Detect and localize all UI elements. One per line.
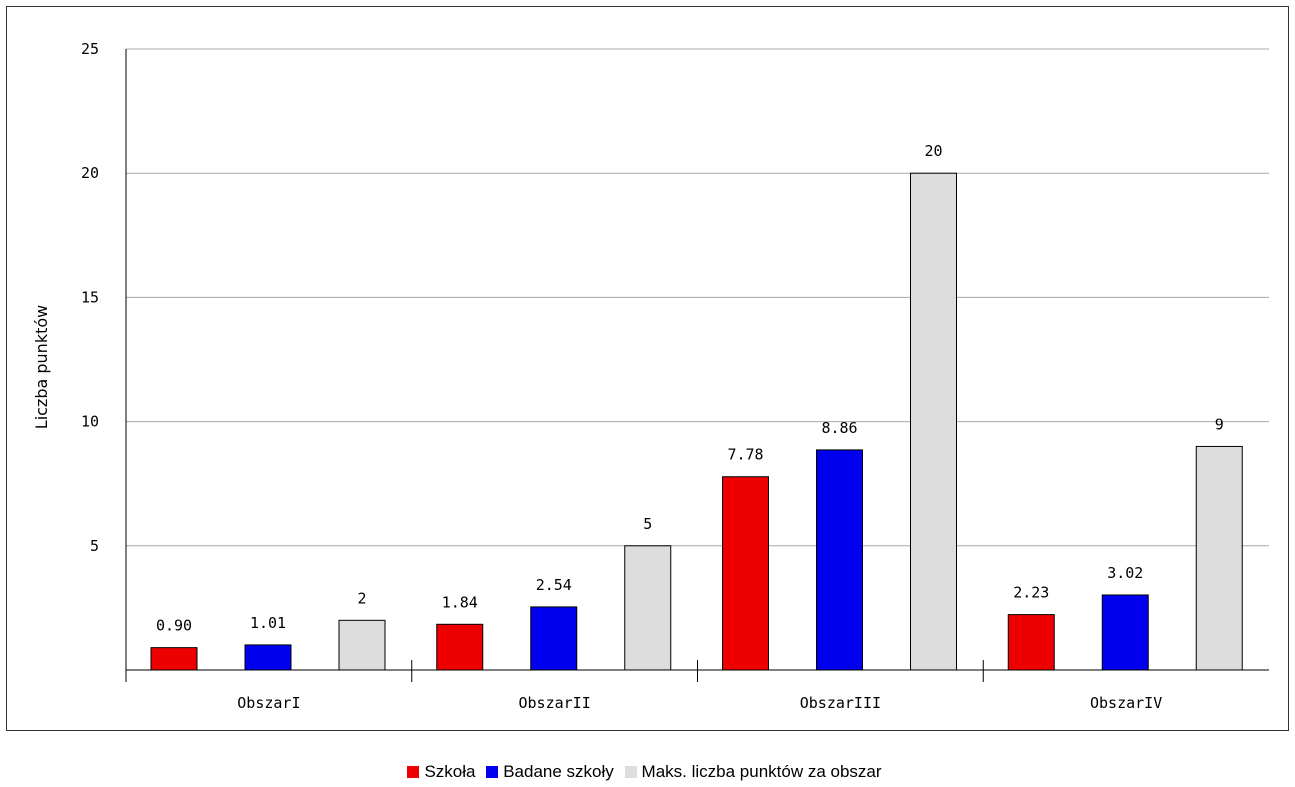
legend-swatch-maks <box>625 766 637 778</box>
data-label: 7.78 <box>727 446 763 464</box>
y-tick-label: 15 <box>81 288 99 306</box>
x-tick-label: ObszarIV <box>1090 694 1162 712</box>
bar-obszari-series-0 <box>151 648 197 670</box>
bar-obszarii-series-2 <box>625 546 671 670</box>
bar-obszariii-series-2 <box>911 173 957 670</box>
legend-swatch-badane-szkoly <box>486 766 498 778</box>
data-label: 8.86 <box>821 419 857 437</box>
x-tick-label: ObszarII <box>519 694 591 712</box>
y-tick-label: 20 <box>81 164 99 182</box>
data-label: 3.02 <box>1107 564 1143 582</box>
bar-obszarii-series-0 <box>437 624 483 670</box>
legend-label-szkola: Szkoła <box>424 762 475 781</box>
data-label: 9 <box>1215 415 1224 433</box>
y-axis-label: Liczba punktów <box>32 305 51 429</box>
bar-obszariii-series-1 <box>817 450 863 670</box>
x-tick-label: ObszarI <box>237 694 300 712</box>
bar-obszari-series-1 <box>245 645 291 670</box>
legend: Szkoła Badane szkoły Maks. liczba punktó… <box>0 762 1295 782</box>
bar-chart: 5 10 15 20 25 ObszarI 0.90 1.01 2 ObszarII 1.84 2.5… <box>7 7 1290 732</box>
data-label: 20 <box>924 142 942 160</box>
bar-obszariv-series-1 <box>1102 595 1148 670</box>
data-label: 2.54 <box>536 576 572 594</box>
bar-obszariv-series-0 <box>1008 615 1054 670</box>
bar-obszariv-series-2 <box>1196 446 1242 670</box>
legend-label-maks: Maks. liczba punktów za obszar <box>642 762 882 781</box>
data-label: 0.90 <box>156 617 192 635</box>
bar-obszarii-series-1 <box>531 607 577 670</box>
y-tick-label: 25 <box>81 40 99 58</box>
bar-obszari-series-2 <box>339 620 385 670</box>
data-label: 2.23 <box>1013 584 1049 602</box>
y-tick-label: 10 <box>81 413 99 431</box>
bar-obszariii-series-0 <box>723 477 769 670</box>
data-label: 1.84 <box>442 593 478 611</box>
grid-layer <box>126 49 1269 546</box>
legend-item-maks: Maks. liczba punktów za obszar <box>625 762 882 782</box>
axis-layer <box>126 49 1269 682</box>
y-tick-label: 5 <box>90 537 99 555</box>
data-label: 1.01 <box>250 614 286 632</box>
data-label: 5 <box>643 515 652 533</box>
legend-swatch-szkola <box>407 766 419 778</box>
chart-frame: 5 10 15 20 25 ObszarI 0.90 1.01 2 ObszarII 1.84 2.5… <box>6 6 1289 731</box>
legend-label-badane-szkoly: Badane szkoły <box>503 762 614 781</box>
data-label: 2 <box>357 589 366 607</box>
legend-item-szkola: Szkoła <box>407 762 475 782</box>
x-tick-label: ObszarIII <box>800 694 881 712</box>
legend-item-badane-szkoly: Badane szkoły <box>486 762 614 782</box>
